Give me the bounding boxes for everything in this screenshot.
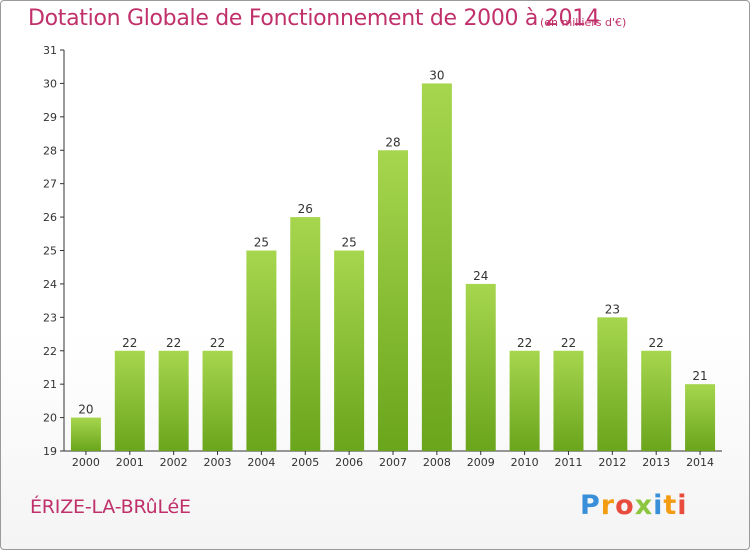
y-tick-label: 20 <box>43 412 57 425</box>
data-label: 23 <box>605 302 620 316</box>
chart-subtitle: (en milliers d'€) <box>540 16 627 29</box>
bar <box>158 350 189 451</box>
data-label: 22 <box>122 336 137 350</box>
bar <box>641 350 672 451</box>
y-tick-label: 29 <box>43 111 57 124</box>
y-tick-label: 31 <box>43 44 57 57</box>
x-tick-label: 2013 <box>642 456 670 469</box>
logo-letter: i <box>653 490 664 521</box>
logo-letter: r <box>600 490 616 521</box>
data-label: 22 <box>210 336 225 350</box>
bar <box>597 317 628 451</box>
data-label: 30 <box>429 68 444 82</box>
y-tick-label: 21 <box>43 378 57 391</box>
x-tick-label: 2008 <box>423 456 451 469</box>
x-tick-label: 2007 <box>379 456 407 469</box>
data-label: 25 <box>341 236 356 250</box>
bar <box>334 250 365 451</box>
bar <box>509 350 540 451</box>
data-label: 22 <box>166 336 181 350</box>
data-label: 28 <box>385 135 400 149</box>
x-tick-label: 2001 <box>116 456 144 469</box>
x-tick-label: 2003 <box>204 456 232 469</box>
x-tick-label: 2005 <box>291 456 319 469</box>
x-tick-label: 2004 <box>247 456 275 469</box>
data-label: 22 <box>561 336 576 350</box>
data-label: 21 <box>692 369 707 383</box>
x-tick-label: 2002 <box>160 456 188 469</box>
data-label: 22 <box>517 336 532 350</box>
y-tick-label: 27 <box>43 178 57 191</box>
bar <box>202 350 233 451</box>
data-label: 25 <box>254 236 269 250</box>
logo-letter: i <box>677 490 688 521</box>
chart-title: Dotation Globale de Fonctionnement de 20… <box>28 6 600 31</box>
y-tick-label: 23 <box>43 311 57 324</box>
proxiti-logo[interactable]: Proxiti <box>580 490 688 521</box>
y-tick-label: 26 <box>43 211 57 224</box>
x-tick-label: 2012 <box>598 456 626 469</box>
bar <box>421 83 452 452</box>
x-tick-label: 2000 <box>72 456 100 469</box>
bar <box>114 350 145 451</box>
x-tick-label: 2006 <box>335 456 363 469</box>
logo-letter: x <box>634 490 654 521</box>
logo-letter: o <box>615 490 635 521</box>
data-label: 24 <box>473 269 488 283</box>
y-tick-label: 22 <box>43 345 57 358</box>
bar <box>465 283 496 451</box>
bar <box>290 217 321 451</box>
commune-name: ÉRIZE-LA-BRûLéE <box>30 496 191 518</box>
data-label: 26 <box>298 202 313 216</box>
data-label: 20 <box>78 403 93 417</box>
bar <box>70 417 101 451</box>
x-tick-label: 2014 <box>686 456 714 469</box>
x-tick-label: 2011 <box>554 456 582 469</box>
y-tick-label: 19 <box>43 445 57 458</box>
bar <box>685 384 716 451</box>
bar <box>246 250 277 451</box>
bar <box>378 150 408 451</box>
logo-letter: P <box>580 490 601 521</box>
y-tick-label: 28 <box>43 144 57 157</box>
logo-letter: t <box>663 490 678 521</box>
data-label: 22 <box>649 336 664 350</box>
y-tick-label: 24 <box>43 278 57 291</box>
y-tick-label: 30 <box>43 77 57 90</box>
y-tick-label: 25 <box>43 245 57 258</box>
bar <box>553 350 584 451</box>
x-tick-label: 2010 <box>511 456 539 469</box>
x-tick-label: 2009 <box>467 456 495 469</box>
